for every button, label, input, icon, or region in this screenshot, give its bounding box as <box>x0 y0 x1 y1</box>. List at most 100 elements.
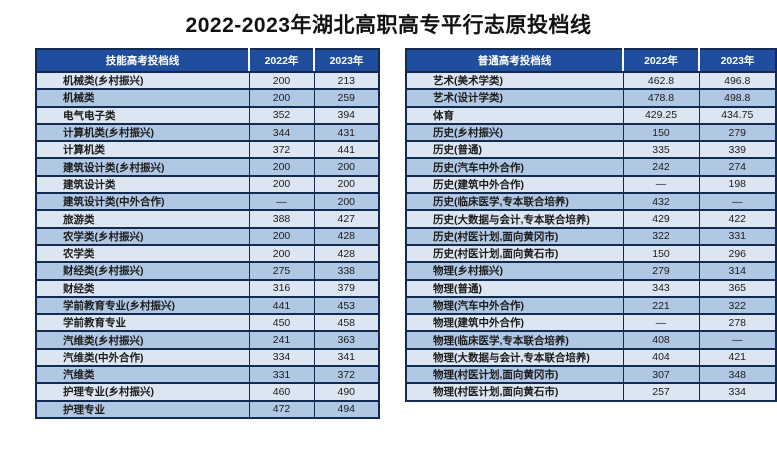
row-label-cell: 计算机类 <box>36 140 249 159</box>
score-2023-cell: 348 <box>698 365 776 384</box>
score-2022-cell: 344 <box>248 122 314 142</box>
row-label-cell: 物理(建筑中外合作) <box>406 313 623 332</box>
score-2022-cell: 322 <box>622 226 699 245</box>
row-label-cell: 艺术(设计学类) <box>406 88 623 107</box>
row-label-cell: 护理专业(乡村振兴) <box>36 382 249 401</box>
table-row: 物理(汽车中外合作) 221 322 <box>406 295 776 315</box>
score-2023-cell: 379 <box>313 278 379 297</box>
score-2022-cell: 404 <box>622 347 699 367</box>
score-2022-cell: 388 <box>248 209 314 228</box>
row-label-cell: 农学类(乡村振兴) <box>36 226 249 245</box>
score-2023-cell: 259 <box>313 88 379 107</box>
score-2023-cell: 372 <box>313 365 379 384</box>
score-2022-cell: 200 <box>248 88 314 107</box>
table-row: 财经类(乡村振兴) 275 338 <box>36 261 379 280</box>
table-row: 财经类 316 379 <box>36 278 379 297</box>
row-label-cell: 历史(乡村振兴) <box>406 122 623 142</box>
score-2023-cell: 494 <box>313 399 379 418</box>
table-row: 学前教育专业(乡村振兴) 441 453 <box>36 295 379 315</box>
skill-exam-table: 技能高考投档线 2022年 2023年 机械类(乡村振兴) 200 213 机械类 200 2… <box>35 48 380 419</box>
score-2023-cell: 441 <box>313 140 379 159</box>
score-2022-cell: 200 <box>248 243 314 263</box>
table-row: 汽维类 331 372 <box>36 365 379 384</box>
row-label-cell: 汽维类(乡村振兴) <box>36 330 249 349</box>
score-2022-cell: 429 <box>622 209 699 228</box>
score-2023-cell: 334 <box>698 382 776 401</box>
year-column-header: 2022年 <box>248 49 314 73</box>
score-2022-cell: 200 <box>248 157 314 176</box>
score-2023-cell: 200 <box>313 192 379 211</box>
score-2022-cell: 343 <box>622 278 699 297</box>
skill-exam-table-header: 技能高考投档线 2022年 2023年 <box>36 49 379 73</box>
score-2023-cell: 314 <box>698 261 776 280</box>
score-2023-cell: 458 <box>313 313 379 332</box>
table-row: 艺术(美术学类) 462.8 496.8 <box>406 72 776 90</box>
table-row: 物理(村医计划,面向黄石市) 257 334 <box>406 382 776 401</box>
score-2022-cell: 441 <box>248 295 314 315</box>
row-label-cell: 历史(临床医学,专本联合培养) <box>406 192 623 211</box>
score-2023-cell: 200 <box>313 157 379 176</box>
score-2023-cell: 200 <box>313 174 379 194</box>
score-2022-cell: 478.8 <box>622 88 699 107</box>
table-row: 农学类(乡村振兴) 200 428 <box>36 226 379 245</box>
table-row: 历史(建筑中外合作) —198 <box>406 174 776 194</box>
page-title: 2022-2023年湖北高职高专平行志原投档线 <box>185 14 592 37</box>
row-label-cell: 农学类 <box>36 243 249 263</box>
score-2023-cell: 331 <box>698 226 776 245</box>
table-row: 护理专业(乡村振兴) 460 490 <box>36 382 379 401</box>
score-2022-cell: 352 <box>248 105 314 124</box>
table-row: 历史(普通) 335 339 <box>406 140 776 159</box>
row-label-cell: 物理(村医计划,面向黄冈市) <box>406 365 623 384</box>
row-label-cell: 建筑设计类(乡村振兴) <box>36 157 249 176</box>
table-row: 物理(临床医学,专本联合培养) 408— <box>406 330 776 349</box>
score-2023-cell: 322 <box>698 295 776 315</box>
score-2023-cell: 394 <box>313 105 379 124</box>
table-row: 建筑设计类(中外合作) —200 <box>36 192 379 211</box>
score-2022-cell: 472 <box>248 399 314 418</box>
score-2023-cell: 274 <box>698 157 776 176</box>
table-row: 体育 429.25 434.75 <box>406 105 776 124</box>
row-label-cell: 历史(普通) <box>406 140 623 159</box>
table-row: 历史(村医计划,面向黄冈市) 322 331 <box>406 226 776 245</box>
score-2022-cell: 150 <box>622 243 699 263</box>
score-2023-cell: 363 <box>313 330 379 349</box>
score-2022-cell: 334 <box>248 347 314 367</box>
score-2022-cell: 257 <box>622 382 699 401</box>
row-label-cell: 学前教育专业(乡村振兴) <box>36 295 249 315</box>
row-label-cell: 物理(大数据与会计,专本联合培养) <box>406 347 623 367</box>
table-row: 建筑设计类(乡村振兴) 200 200 <box>36 157 379 176</box>
score-2023-cell: 341 <box>313 347 379 367</box>
score-2022-cell: 450 <box>248 313 314 332</box>
score-2023-cell: 278 <box>698 313 776 332</box>
score-2023-cell: — <box>698 192 776 211</box>
table-row: 物理(村医计划,面向黄冈市) 307 348 <box>406 365 776 384</box>
table-row: 历史(村医计划,面向黄石市) 150 296 <box>406 243 776 263</box>
score-2022-cell: 408 <box>622 330 699 349</box>
score-2022-cell: 429.25 <box>622 105 699 124</box>
table-row: 旅游类 388 427 <box>36 209 379 228</box>
score-2023-cell: 453 <box>313 295 379 315</box>
score-2022-cell: 200 <box>248 226 314 245</box>
score-2023-cell: 496.8 <box>698 72 776 90</box>
score-2023-cell: 421 <box>698 347 776 367</box>
row-label-cell: 物理(乡村振兴) <box>406 261 623 280</box>
row-label-cell: 历史(村医计划,面向黄冈市) <box>406 226 623 245</box>
row-label-cell: 历史(大数据与会计,专本联合培养) <box>406 209 623 228</box>
score-2022-cell: 372 <box>248 140 314 159</box>
score-2023-cell: 296 <box>698 243 776 263</box>
year-column-header: 2023年 <box>698 49 776 73</box>
table-row: 学前教育专业 450 458 <box>36 313 379 332</box>
score-2023-cell: 427 <box>313 209 379 228</box>
row-label-cell: 物理(临床医学,专本联合培养) <box>406 330 623 349</box>
table-row: 物理(乡村振兴) 279 314 <box>406 261 776 280</box>
row-label-cell: 历史(建筑中外合作) <box>406 174 623 194</box>
row-label-cell: 历史(村医计划,面向黄石市) <box>406 243 623 263</box>
row-label-cell: 机械类(乡村振兴) <box>63 75 144 88</box>
score-2023-cell: 338 <box>313 261 379 280</box>
score-2023-cell: 498.8 <box>698 88 776 107</box>
year-column-header: 2023年 <box>313 49 379 73</box>
table-row: 历史(汽车中外合作) 242 274 <box>406 157 776 176</box>
general-exam-table-container: 普通高考投档线 2022年 2023年 艺术(美术学类) 462.8 496.8 艺术(设… <box>405 48 777 402</box>
table-row: 计算机类(乡村振兴) 344 431 <box>36 122 379 142</box>
row-label-cell: 电气电子类 <box>36 105 249 124</box>
